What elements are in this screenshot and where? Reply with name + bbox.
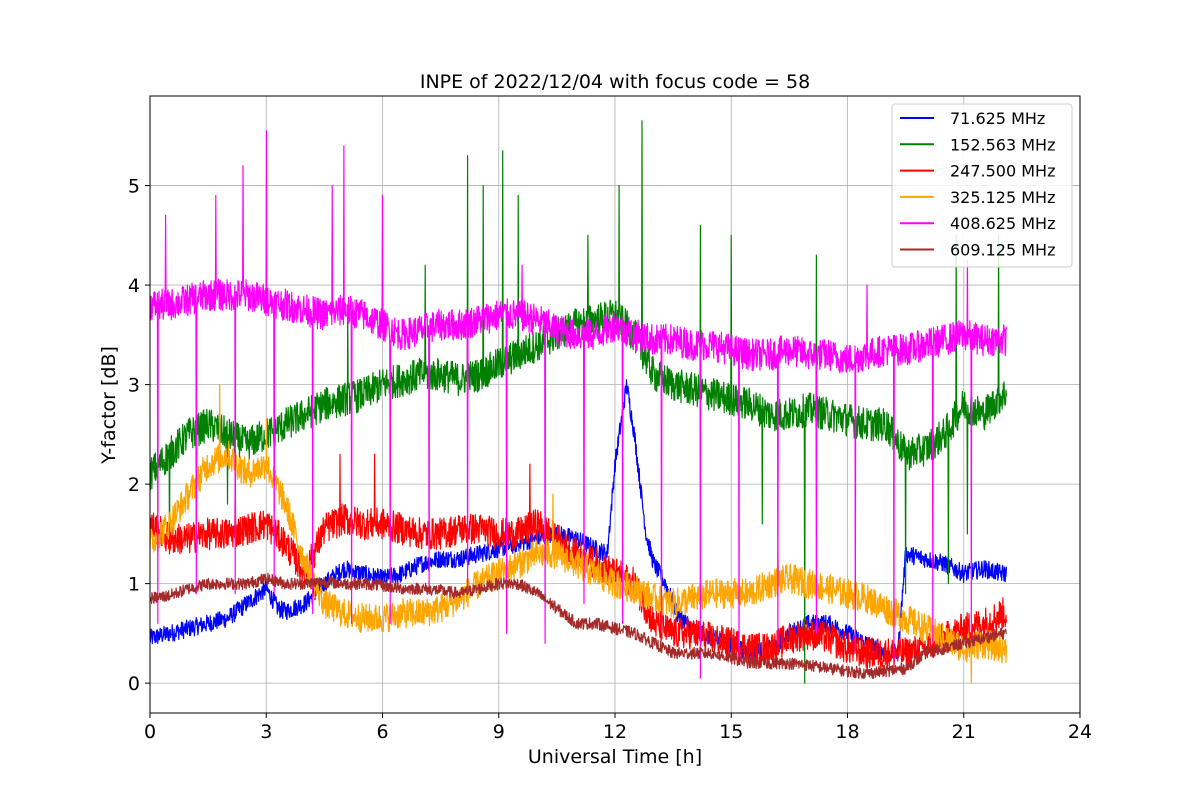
series-line: [150, 379, 1007, 662]
legend-entry: 247.500 MHz: [950, 162, 1055, 181]
y-axis-ticks: 0 1 2 3 4 5: [128, 176, 150, 695]
series-line: [150, 572, 1007, 679]
x-tick-label: 24: [1068, 721, 1092, 743]
legend-entry: 71.625 MHz: [950, 109, 1045, 128]
x-tick-label: 18: [835, 721, 859, 743]
x-axis-label: Universal Time [h]: [528, 746, 702, 768]
legend-entry: 152.563 MHz: [950, 135, 1055, 154]
chart-title: INPE of 2022/12/04 with focus code = 58: [420, 71, 810, 93]
series-line: [150, 384, 1007, 684]
y-tick-label: 4: [128, 275, 140, 297]
series-line: [150, 120, 1007, 684]
plot-area: [150, 120, 1007, 684]
x-tick-label: 0: [144, 721, 156, 743]
y-axis-label: Y-factor [dB]: [98, 346, 120, 465]
y-tick-label: 2: [128, 474, 140, 496]
legend-box: [891, 103, 1073, 268]
y-tick-label: 0: [128, 673, 140, 695]
legend-entry: 325.125 MHz: [950, 188, 1055, 207]
legend-entry: 408.625 MHz: [950, 214, 1055, 233]
x-tick-label: 21: [952, 721, 976, 743]
x-tick-label: 6: [376, 721, 388, 743]
x-tick-label: 9: [493, 721, 505, 743]
series-lines: [150, 120, 1007, 684]
y-tick-label: 1: [128, 574, 140, 596]
y-tick-label: 3: [128, 375, 140, 397]
x-tick-label: 15: [719, 721, 743, 743]
x-axis-ticks: 0 3 6 9 12 15 18 21 24: [144, 713, 1092, 743]
legend: 71.625 MHz 152.563 MHz 247.500 MHz 325.125 …: [891, 103, 1073, 268]
series-line: [150, 130, 1007, 679]
legend-entry: 609.125 MHz: [950, 241, 1055, 260]
x-tick-label: 12: [603, 721, 627, 743]
y-tick-label: 5: [128, 176, 140, 198]
x-tick-label: 3: [260, 721, 272, 743]
